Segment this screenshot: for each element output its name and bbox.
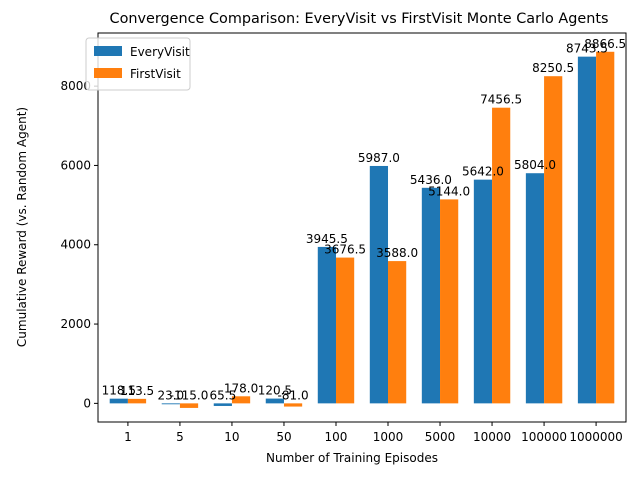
data-label-firstvisit-5: -115.0 bbox=[170, 388, 209, 402]
data-label-everyvisit-1000000: 8743.5 bbox=[566, 42, 608, 56]
legend: EveryVisit FirstVisit bbox=[85, 37, 191, 91]
bar-firstvisit-5000 bbox=[440, 199, 459, 404]
x-tick-label: 1000000 bbox=[569, 430, 622, 444]
x-tick-label: 10000 bbox=[473, 430, 511, 444]
bar-firstvisit-10 bbox=[231, 396, 251, 404]
bar-everyvisit-50 bbox=[265, 398, 284, 404]
bar-everyvisit-100 bbox=[317, 246, 336, 404]
bar-everyvisit-10000 bbox=[473, 179, 493, 404]
data-label-everyvisit-5: 23.0 bbox=[157, 388, 184, 402]
bar-everyvisit-10 bbox=[213, 403, 232, 406]
bar-everyvisit-100000 bbox=[525, 173, 545, 404]
data-label-firstvisit-100000: 8250.5 bbox=[532, 61, 574, 75]
data-label-firstvisit-1: 113.5 bbox=[120, 384, 154, 398]
bar-everyvisit-1000 bbox=[369, 165, 389, 404]
data-label-everyvisit-5000: 5436.0 bbox=[410, 173, 452, 187]
x-tick-label: 100000 bbox=[521, 430, 567, 444]
legend-swatch-everyvisit bbox=[94, 46, 122, 56]
bar-firstvisit-10000 bbox=[492, 107, 511, 404]
data-label-firstvisit-50: -81.0 bbox=[278, 388, 309, 402]
data-label-everyvisit-1: 118.5 bbox=[102, 384, 136, 398]
data-label-everyvisit-1000: 5987.0 bbox=[358, 151, 400, 165]
bar-firstvisit-1 bbox=[127, 398, 147, 404]
y-tick-label: 2000 bbox=[60, 317, 91, 331]
legend-label-firstvisit: FirstVisit bbox=[130, 67, 181, 81]
y-axis: 0 2000 4000 6000 8000 bbox=[60, 79, 98, 410]
x-axis-label: Number of Training Episodes bbox=[266, 451, 438, 465]
y-axis-label: Cumulative Reward (vs. Random Agent) bbox=[15, 107, 29, 347]
data-label-firstvisit-10: 178.0 bbox=[224, 381, 258, 395]
x-tick-label: 5000 bbox=[425, 430, 456, 444]
data-label-everyvisit-100: 3945.5 bbox=[306, 232, 348, 246]
x-tick-label: 1000 bbox=[373, 430, 404, 444]
y-tick-label: 8000 bbox=[60, 79, 91, 93]
bar-firstvisit-1000000 bbox=[596, 51, 615, 404]
bar-firstvisit-100000 bbox=[544, 76, 563, 404]
chart-title: Convergence Comparison: EveryVisit vs Fi… bbox=[110, 11, 609, 27]
data-label-everyvisit-10000: 5642.0 bbox=[462, 165, 504, 179]
axes-frame bbox=[97, 32, 627, 423]
bar-everyvisit-5000 bbox=[421, 187, 441, 404]
bar-firstvisit-50 bbox=[283, 403, 303, 407]
data-label-everyvisit-50: 120.5 bbox=[258, 384, 292, 398]
bar-firstvisit-5 bbox=[179, 403, 199, 408]
data-labels: 118.5 23.0 65.5 120.5 3945.5 5987.0 5436.0 5642… bbox=[102, 37, 627, 403]
data-label-firstvisit-1000000: 8866.5 bbox=[584, 37, 626, 51]
y-tick-label: 6000 bbox=[60, 158, 91, 172]
bar-everyvisit-1000000 bbox=[577, 56, 597, 404]
bar-everyvisit-5 bbox=[161, 403, 180, 405]
data-label-firstvisit-100: 3676.5 bbox=[324, 243, 366, 257]
plot-area bbox=[109, 51, 615, 408]
bar-everyvisit-1 bbox=[109, 398, 128, 404]
y-tick-label: 0 bbox=[83, 396, 91, 410]
x-tick-label: 10 bbox=[224, 430, 239, 444]
legend-swatch-firstvisit bbox=[94, 68, 122, 78]
data-label-firstvisit-5000: 5144.0 bbox=[428, 184, 470, 198]
x-tick-label: 50 bbox=[276, 430, 291, 444]
x-tick-label: 1 bbox=[124, 430, 132, 444]
bar-firstvisit-1000 bbox=[388, 261, 407, 404]
x-tick-label: 100 bbox=[325, 430, 348, 444]
y-tick-label: 4000 bbox=[60, 238, 91, 252]
legend-label-everyvisit: EveryVisit bbox=[130, 45, 190, 59]
bar-firstvisit-100 bbox=[335, 257, 355, 404]
data-label-everyvisit-100000: 5804.0 bbox=[514, 158, 556, 172]
data-label-firstvisit-10000: 7456.5 bbox=[480, 93, 522, 107]
x-axis: 1 5 10 50 100 1000 5000 10000 100000 1000000 bbox=[124, 422, 623, 444]
x-tick-label: 5 bbox=[176, 430, 184, 444]
data-label-firstvisit-1000: 3588.0 bbox=[376, 246, 418, 260]
data-label-everyvisit-10: 65.5 bbox=[209, 388, 236, 402]
